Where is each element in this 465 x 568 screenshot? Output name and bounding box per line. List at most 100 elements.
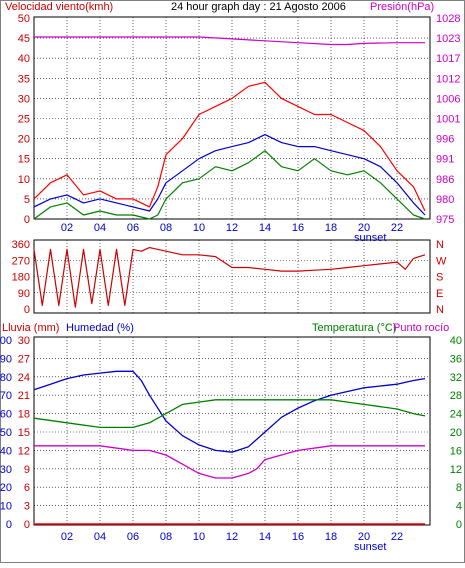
- y-left-tick-label: 40: [18, 53, 30, 65]
- wind-label: Velocidad viento(kmh): [5, 1, 113, 13]
- sunset-label-2: sunset: [354, 541, 386, 553]
- x-tick-label: 10: [193, 531, 205, 543]
- humidity-tick-label: 30: [0, 464, 12, 476]
- y-left-tick-label: 30: [18, 93, 30, 105]
- temp-tick-label: 36: [450, 353, 462, 365]
- wind_min-line: [33, 150, 426, 220]
- x-tick-label: 18: [325, 222, 337, 234]
- y-left-tick-label: 50: [18, 13, 30, 25]
- compass-label: E: [436, 288, 443, 300]
- temp-tick-label: 8: [456, 482, 462, 494]
- rain-tick-label: 27: [18, 353, 30, 365]
- y-right-tick-label: 980: [436, 194, 454, 206]
- rain-tick-label: 30: [18, 335, 30, 347]
- x-tick-label: 04: [94, 531, 106, 543]
- dewpoint-label: Punto rocío: [393, 322, 449, 334]
- y-left-tick-label: 25: [18, 114, 30, 126]
- y-left-tick-label: 10: [18, 174, 30, 186]
- direction-tick-label: 360: [12, 239, 30, 251]
- y-right-tick-label: 1006: [436, 93, 460, 105]
- y-left-tick-label: 0: [24, 214, 30, 226]
- y-left-tick-label: 20: [18, 134, 30, 146]
- y-right-tick-label: 1001: [436, 114, 460, 126]
- x-tick-label: 14: [259, 222, 271, 234]
- temp-tick-label: 20: [450, 427, 462, 439]
- temp-tick-label: 24: [450, 409, 462, 421]
- y-right-tick-label: 991: [436, 154, 454, 166]
- y-right-tick-label: 1028: [436, 13, 460, 25]
- rain-tick-label: 21: [18, 390, 30, 402]
- x-tick-label: 06: [127, 531, 139, 543]
- x-tick-label: 20: [358, 531, 370, 543]
- temp-tick-label: 4: [456, 501, 462, 513]
- x-tick-label: 22: [391, 222, 403, 234]
- humidity-tick-label: 60: [0, 409, 12, 421]
- x-tick-label: 16: [292, 222, 304, 234]
- x-tick-label: 04: [94, 222, 106, 234]
- humidity-tick-label: 0: [6, 519, 12, 531]
- humidity-tick-label: 70: [0, 390, 12, 402]
- temp-tick-label: 0: [456, 519, 462, 531]
- humidity-tick-label: 100: [0, 335, 12, 347]
- temp-tick-label: 40: [450, 335, 462, 347]
- compass-label: N: [436, 304, 444, 316]
- temperature-line: [33, 399, 426, 429]
- y-left-tick-label: 15: [18, 154, 30, 166]
- x-tick-label: 20: [358, 222, 370, 234]
- x-tick-label: 12: [226, 531, 238, 543]
- rain-tick-label: 9: [24, 464, 30, 476]
- y-right-tick-label: 996: [436, 134, 454, 146]
- rain-tick-label: 24: [18, 372, 30, 384]
- rain-tick-label: 6: [24, 482, 30, 494]
- chart-title: 24 hour graph day : 21 Agosto 2006: [171, 1, 346, 13]
- temp-tick-label: 12: [450, 464, 462, 476]
- humidity-tick-label: 80: [0, 372, 12, 384]
- sunset-label-1: sunset: [354, 232, 386, 244]
- x-tick-label: 16: [292, 531, 304, 543]
- humidity-line: [33, 370, 426, 453]
- rain-label: Lluvia (mm): [2, 322, 59, 334]
- humidity-tick-label: 20: [0, 482, 12, 494]
- x-tick-label: 02: [61, 531, 73, 543]
- rain-tick-label: 15: [18, 427, 30, 439]
- x-tick-label: 08: [160, 531, 172, 543]
- x-tick-label: 18: [325, 531, 337, 543]
- temp-tick-label: 16: [450, 445, 462, 457]
- humidity-tick-label: 50: [0, 427, 12, 439]
- compass-label: W: [436, 255, 447, 267]
- dewpoint-line: [34, 445, 425, 479]
- gust-line: [33, 81, 426, 212]
- y-left-tick-label: 45: [18, 33, 30, 45]
- direction-tick-label: 180: [12, 272, 30, 284]
- y-right-tick-label: 1012: [436, 73, 460, 85]
- direction-line: [33, 247, 426, 308]
- direction-tick-label: 90: [18, 288, 30, 300]
- temperature-label: Temperatura (°C): [312, 322, 396, 334]
- y-left-tick-label: 35: [18, 73, 30, 85]
- x-tick-label: 02: [61, 222, 73, 234]
- direction-tick-label: 270: [12, 255, 30, 267]
- humidity-tick-label: 90: [0, 353, 12, 365]
- x-tick-label: 22: [391, 531, 403, 543]
- pressure-label: Presión(hPa): [370, 1, 434, 13]
- x-tick-label: 12: [226, 222, 238, 234]
- temp-tick-label: 28: [450, 390, 462, 402]
- y-right-tick-label: 1023: [436, 33, 460, 45]
- x-tick-label: 06: [127, 222, 139, 234]
- compass-label: S: [436, 272, 443, 284]
- rain-tick-label: 0: [24, 519, 30, 531]
- rain-tick-label: 12: [18, 445, 30, 457]
- y-right-tick-label: 975: [436, 214, 454, 226]
- wind_avg-line: [33, 134, 426, 216]
- humidity-label: Humedad (%): [66, 322, 134, 334]
- humidity-tick-label: 40: [0, 445, 12, 457]
- rain-tick-label: 18: [18, 409, 30, 421]
- y-right-tick-label: 1017: [436, 53, 460, 65]
- x-tick-label: 14: [259, 531, 271, 543]
- rain-tick-label: 3: [24, 501, 30, 513]
- compass-label: N: [436, 239, 444, 251]
- temp-tick-label: 32: [450, 372, 462, 384]
- humidity-tick-label: 10: [0, 501, 12, 513]
